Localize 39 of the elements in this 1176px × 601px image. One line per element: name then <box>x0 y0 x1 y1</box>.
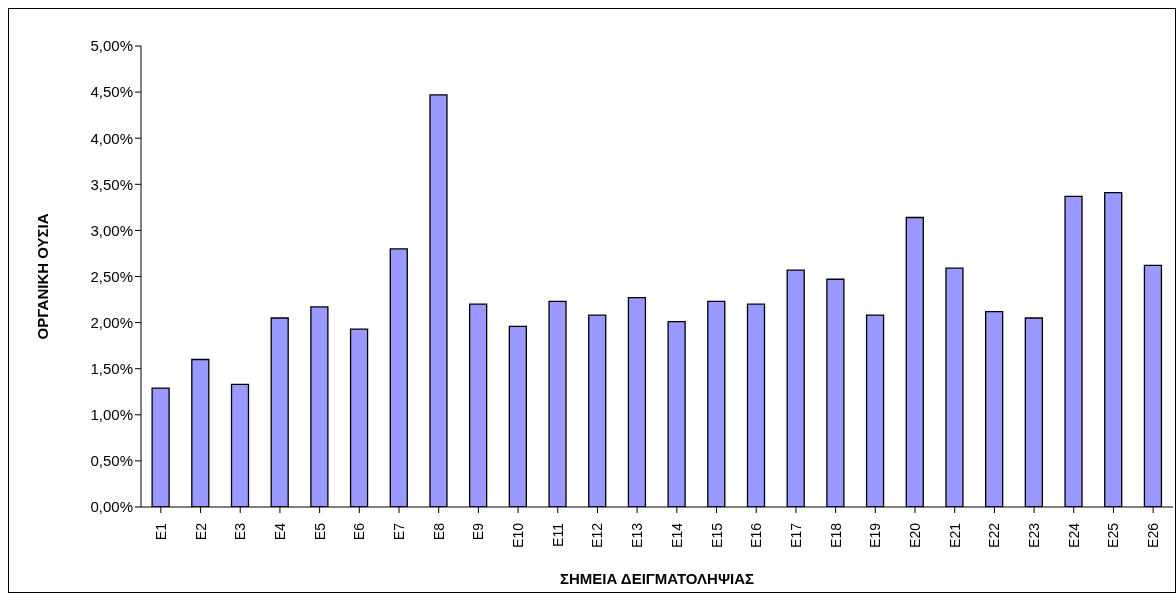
x-tick-label: E4 <box>271 522 288 541</box>
x-tick-label: E13 <box>629 522 646 548</box>
y-tick-label: 1,00% <box>90 406 133 424</box>
x-tick-label: E19 <box>867 522 884 548</box>
x-tick-label: E12 <box>589 522 606 548</box>
x-tick-label: E5 <box>311 522 328 541</box>
x-tick-label: E17 <box>787 522 804 548</box>
x-tick-label: E22 <box>986 522 1003 548</box>
y-tick-label: 2,00% <box>90 313 133 331</box>
x-tick-label: E1 <box>152 522 169 541</box>
x-tick-label: E16 <box>748 522 765 548</box>
x-tick-label: E21 <box>946 522 963 548</box>
x-tick-label: E8 <box>430 522 447 541</box>
x-axis-title: ΣΗΜΕΙΑ ΔΕΙΓΜΑΤΟΛΗΨΙΑΣ <box>559 570 755 587</box>
x-tick-label: E11 <box>549 522 566 547</box>
x-tick-label: E6 <box>351 522 368 541</box>
x-tick-label: E18 <box>827 522 844 548</box>
x-tick-label: E24 <box>1065 522 1082 548</box>
y-tick-label: 4,50% <box>90 83 133 101</box>
y-tick-label: 5,00% <box>90 37 133 55</box>
x-tick-label: E25 <box>1105 522 1122 548</box>
x-tick-label: E2 <box>192 522 209 541</box>
y-tick-label: 3,50% <box>90 175 133 193</box>
x-tick-label: E9 <box>470 522 487 541</box>
y-tick-label: 4,00% <box>90 129 133 147</box>
y-tick-label: 3,00% <box>90 221 133 239</box>
x-tick-label: E7 <box>391 522 407 541</box>
y-tick-label: 0,00% <box>90 498 133 516</box>
x-tick-label: E14 <box>668 522 685 548</box>
y-tick-label: 0,50% <box>90 452 133 470</box>
x-tick-label: E10 <box>510 522 527 548</box>
y-tick-label: 2,50% <box>90 267 133 285</box>
x-tick-label: E26 <box>1145 522 1162 548</box>
y-axis-title: ΟΡΓΑΝΙΚΗ ΟΥΣΙΑ <box>34 213 52 340</box>
x-tick-label: E15 <box>708 522 725 548</box>
x-tick-label: E3 <box>232 522 249 541</box>
x-tick-label: E20 <box>907 522 923 548</box>
y-tick-label: 1,50% <box>90 360 133 378</box>
x-tick-label: E23 <box>1026 522 1043 548</box>
